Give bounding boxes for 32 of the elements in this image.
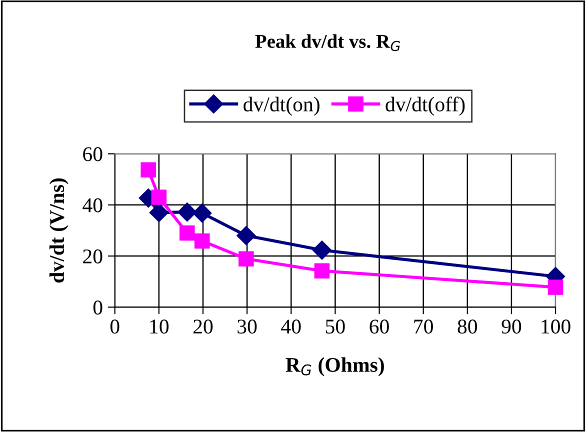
x-tick-label: 50 bbox=[326, 320, 345, 334]
y-tick-label: 0 bbox=[93, 300, 102, 315]
y-axis-title: dv/dt (V/ns) bbox=[49, 178, 68, 283]
x-tick-label: 90 bbox=[502, 320, 522, 334]
legend-label: dv/dt(on) bbox=[244, 96, 320, 116]
legend-label: dv/dt(off) bbox=[386, 96, 465, 116]
y-tick-label: 40 bbox=[82, 198, 102, 212]
x-axis-title: R$_{G}$ (Ohms) bbox=[286, 357, 384, 376]
x-tick-label: 80 bbox=[458, 320, 478, 334]
point bbox=[548, 280, 564, 295]
point bbox=[238, 251, 254, 266]
x-tick-label: 10 bbox=[150, 320, 169, 334]
y-tick-label: 60 bbox=[83, 147, 102, 162]
point bbox=[194, 233, 210, 249]
x-tick-label: 70 bbox=[414, 320, 433, 334]
y-tick-label: 20 bbox=[83, 249, 102, 264]
point bbox=[192, 204, 212, 223]
point bbox=[179, 225, 195, 241]
point bbox=[236, 226, 256, 246]
x-tick-label: 100 bbox=[542, 320, 570, 334]
x-tick-label: 40 bbox=[281, 320, 301, 334]
point bbox=[178, 202, 197, 222]
point bbox=[312, 240, 332, 260]
x-tick-label: 20 bbox=[193, 320, 213, 334]
point bbox=[314, 263, 330, 278]
x-tick-label: 60 bbox=[370, 320, 389, 334]
point bbox=[149, 203, 168, 222]
point bbox=[151, 190, 167, 205]
x-tick-label: 30 bbox=[238, 320, 257, 334]
x-tick-label: 0 bbox=[110, 320, 120, 334]
point bbox=[140, 162, 156, 178]
chart-title: Peak dv/dt vs. R$_{G}$ bbox=[255, 34, 400, 52]
